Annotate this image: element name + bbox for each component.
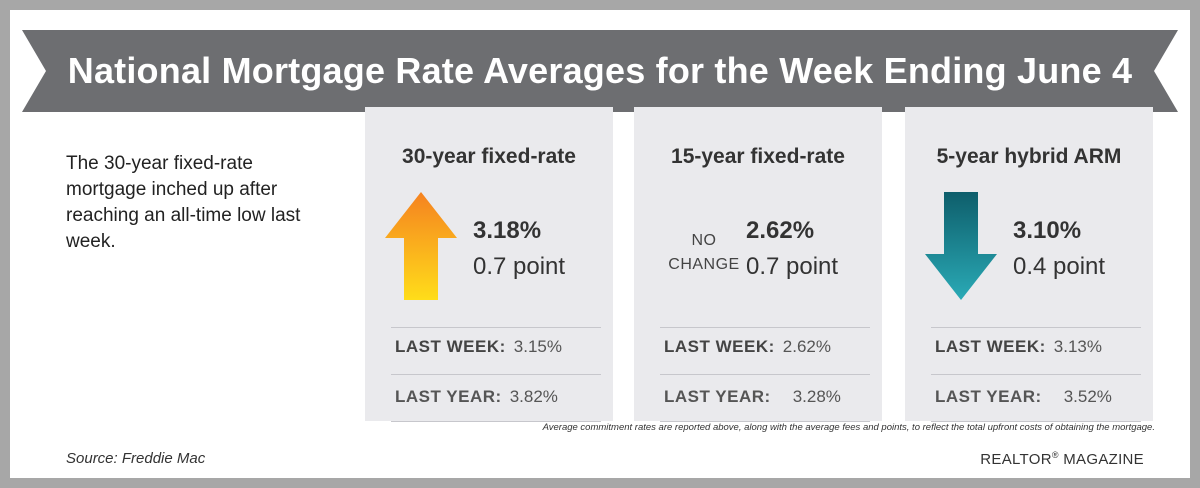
last-week-value: 2.62% [782, 337, 831, 356]
last-year-label: LAST YEAR: [395, 387, 502, 406]
divider [931, 421, 1141, 422]
down-arrow-icon [925, 192, 997, 300]
divider [931, 327, 1141, 328]
last-year-value: 3.82% [509, 387, 558, 406]
last-year-value: 3.28% [792, 387, 841, 406]
last-week-label: LAST WEEK: [664, 337, 775, 356]
infographic-card: National Mortgage Rate Averages for the … [10, 10, 1190, 478]
up-arrow-icon [385, 192, 457, 300]
divider [660, 421, 870, 422]
points-value: 0.7 point [746, 253, 839, 280]
panel-30-year-fixed: 30-year fixed-rate 3.18% 0.7 point LAST … [365, 107, 613, 422]
last-week-row: LAST WEEK: 3.13% [935, 337, 1102, 357]
divider [660, 374, 870, 375]
current-rate: 3.18% [473, 217, 542, 244]
last-year-label: LAST YEAR: [664, 387, 771, 406]
last-week-label: LAST WEEK: [935, 337, 1046, 356]
panel-title: 30-year fixed-rate [402, 145, 576, 168]
last-year-row: LAST YEAR: 3.28% [664, 387, 841, 407]
brand-logo: REALTOR® MAGAZINE [980, 450, 1144, 468]
panel-title: 5-year hybrid ARM [936, 145, 1122, 168]
page-title: National Mortgage Rate Averages for the … [67, 50, 1133, 91]
source-credit: Source: Freddie Mac [66, 450, 206, 467]
panel-title: 15-year fixed-rate [671, 145, 845, 168]
divider [931, 374, 1141, 375]
last-week-row: LAST WEEK: 3.15% [395, 337, 562, 357]
intro-text: The 30-year fixed-rate mortgage inched u… [66, 153, 301, 252]
title-banner: National Mortgage Rate Averages for the … [22, 30, 1178, 112]
panel-15-year-fixed: 15-year fixed-rate NO CHANGE 2.62% 0.7 p… [634, 107, 882, 422]
last-week-row: LAST WEEK: 2.62% [664, 337, 831, 357]
current-rate: 3.10% [1013, 217, 1082, 244]
divider [391, 374, 601, 375]
banner-ribbon [22, 30, 1178, 112]
last-week-value: 3.13% [1053, 337, 1102, 356]
points-value: 0.4 point [1013, 253, 1106, 280]
divider [660, 327, 870, 328]
last-year-row: LAST YEAR: 3.52% [935, 387, 1112, 407]
panel-5-year-arm: 5-year hybrid ARM 3.10% 0.4 point LAST W… [905, 107, 1153, 422]
points-value: 0.7 point [473, 253, 566, 280]
last-week-value: 3.15% [513, 337, 562, 356]
last-year-value: 3.52% [1063, 387, 1112, 406]
last-year-row: LAST YEAR: 3.82% [395, 387, 558, 407]
current-rate: 2.62% [746, 217, 815, 244]
divider [391, 327, 601, 328]
last-week-label: LAST WEEK: [395, 337, 506, 356]
divider [391, 421, 601, 422]
last-year-label: LAST YEAR: [935, 387, 1042, 406]
no-change-label: NO CHANGE [668, 232, 740, 273]
footnote: Average commitment rates are reported ab… [542, 422, 1155, 433]
